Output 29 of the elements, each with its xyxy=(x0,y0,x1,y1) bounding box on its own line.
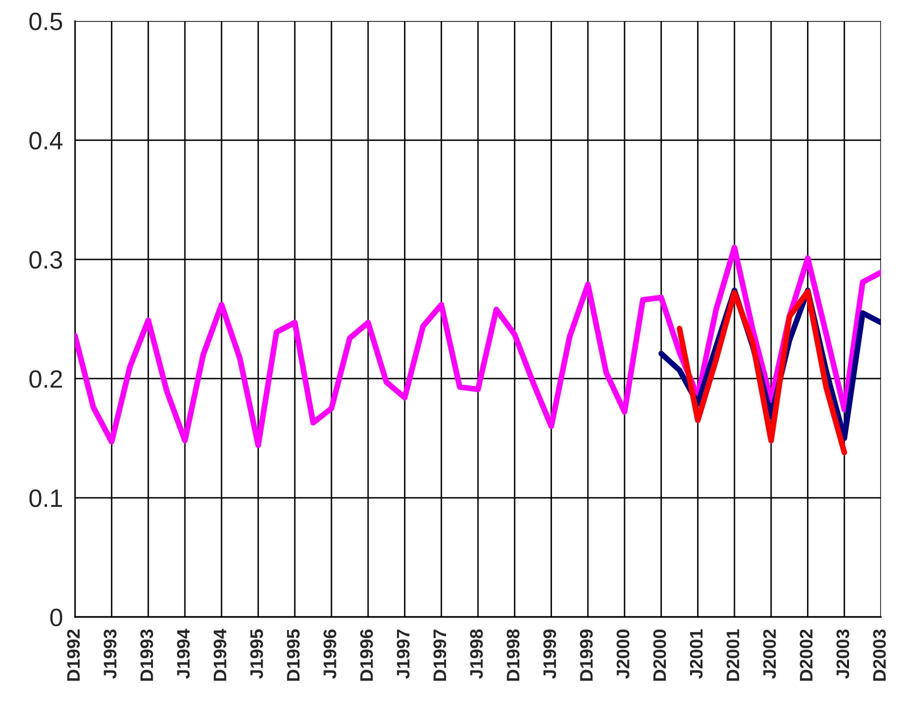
y-tick-label: 0.4 xyxy=(29,132,62,150)
x-tick-label: D1995 xyxy=(286,629,300,681)
y-tick-label: 0.5 xyxy=(29,12,62,30)
x-tick-label: J1996 xyxy=(324,629,336,679)
x-tick-label: D1993 xyxy=(140,629,154,681)
x-tick-label: J2003 xyxy=(836,629,850,679)
x-tick-label: D2002 xyxy=(800,630,813,681)
y-tick-label: 0.3 xyxy=(29,251,62,269)
x-tick-label: J1993 xyxy=(104,629,117,679)
x-tick-label: J2002 xyxy=(763,630,776,679)
x-tick-label: J1994 xyxy=(176,628,190,679)
x-tick-label: J1995 xyxy=(250,629,264,679)
x-tick-label: D2003 xyxy=(873,629,886,681)
x-tick-label: D2000 xyxy=(653,630,666,681)
y-tick-label: 0.2 xyxy=(29,370,62,388)
x-tick-label: D1997 xyxy=(433,630,446,681)
x-tick-label: D1998 xyxy=(506,629,520,681)
x-tick-label: J1998 xyxy=(470,629,483,679)
x-tick-label: D1992 xyxy=(67,630,80,681)
x-tick-label: D1999 xyxy=(580,629,593,681)
y-tick-label: 0 xyxy=(50,608,62,626)
x-tick-label: D2001 xyxy=(726,629,740,681)
y-tick-label: 0.1 xyxy=(29,489,62,508)
x-tick-label: D1996 xyxy=(360,629,373,681)
x-tick-label: J2001 xyxy=(690,629,703,679)
x-tick-label: J1999 xyxy=(543,629,556,679)
x-tick-label: J2000 xyxy=(616,630,630,679)
x-tick-label: J1997 xyxy=(396,630,410,679)
x-tick-label: D1994 xyxy=(214,628,226,681)
